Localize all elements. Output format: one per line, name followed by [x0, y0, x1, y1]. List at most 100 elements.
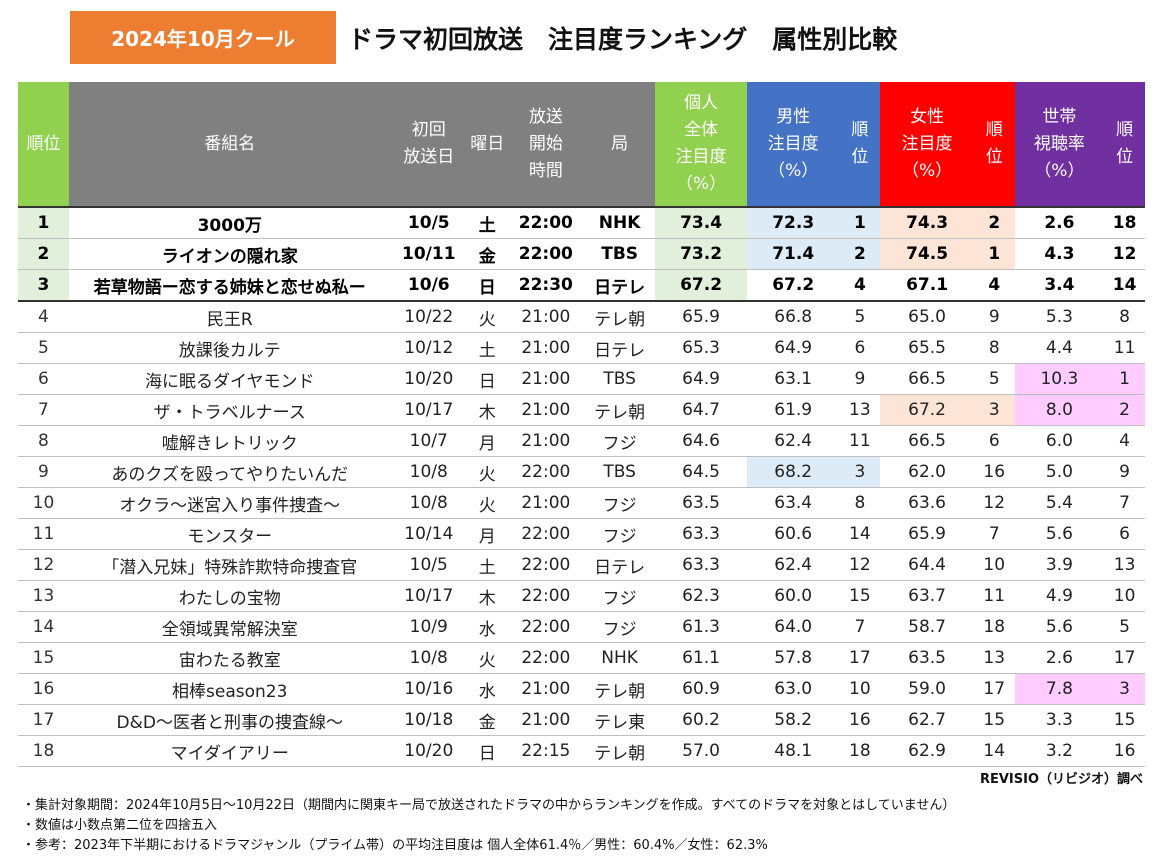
cell-household-rank: 10 — [1104, 580, 1145, 612]
cell-female: 66.5 — [880, 425, 974, 457]
cell-female-rank: 7 — [973, 518, 1015, 550]
cell-female-rank: 3 — [973, 394, 1015, 426]
cell-date: 10/17 — [390, 580, 467, 612]
cell-individual: 61.1 — [655, 642, 747, 674]
cell-male: 67.2 — [746, 269, 840, 302]
cell-time: 21:00 — [507, 332, 584, 364]
cell-day: 土 — [466, 206, 508, 239]
col-header-female-text: 女性 注目度 （%） — [901, 106, 953, 181]
col-header-household: 世帯 視聴率 （%） — [1014, 82, 1105, 207]
cell-date: 10/9 — [390, 611, 467, 643]
cell-female: 62.9 — [880, 735, 974, 767]
header-row: 順位 番組名 初回 放送日 曜日 放送 開始 時間 局 個人 全体 注目度 （%… — [18, 82, 1145, 207]
cell-name: 全領域異常解決室 — [68, 611, 391, 643]
cell-time: 22:00 — [507, 642, 584, 674]
cell-individual: 60.2 — [655, 704, 747, 736]
cell-station: テレ朝 — [584, 394, 656, 426]
cell-male: 63.4 — [746, 487, 840, 519]
cell-station: 日テレ — [584, 549, 656, 581]
cell-female: 62.7 — [880, 704, 974, 736]
cell-station: テレ朝 — [584, 673, 656, 705]
col-header-name-text: 番組名 — [204, 133, 256, 154]
cell-date: 10/17 — [390, 394, 467, 426]
cell-station: テレ朝 — [584, 735, 656, 767]
cell-female: 74.5 — [880, 238, 974, 270]
cell-individual: 65.9 — [655, 301, 747, 333]
cell-time: 22:00 — [507, 206, 584, 239]
cell-station: フジ — [584, 611, 656, 643]
cell-household: 4.9 — [1014, 580, 1105, 612]
cell-male-rank: 4 — [839, 269, 881, 302]
cell-household: 5.3 — [1014, 301, 1105, 333]
cell-day: 火 — [466, 487, 508, 519]
cell-rank: 12 — [18, 549, 69, 581]
cell-date: 10/5 — [390, 549, 467, 581]
source-credit: REVISIO（リビジオ）調べ — [979, 772, 1143, 787]
cell-male: 48.1 — [746, 735, 840, 767]
footnote-reference: ・参考：2023年下半期におけるドラマジャンル（プライム帯）の平均注目度は 個人… — [22, 838, 768, 853]
cell-day: 土 — [466, 549, 508, 581]
cell-male-rank: 3 — [839, 456, 881, 488]
cell-male-rank: 1 — [839, 206, 881, 239]
cell-female: 67.2 — [880, 394, 974, 426]
cell-name: 民王R — [68, 301, 391, 333]
cell-individual: 57.0 — [655, 735, 747, 767]
table-row: 5 放課後カルテ 10/12 土 21:00 日テレ 65.3 64.9 6 65.5 8 4.4 11 — [18, 332, 1145, 364]
cell-male: 72.3 — [746, 206, 840, 239]
cell-female: 62.0 — [880, 456, 974, 488]
cell-individual: 64.7 — [655, 394, 747, 426]
cell-rank: 16 — [18, 673, 69, 705]
cell-date: 10/11 — [390, 238, 467, 270]
col-header-station: 局 — [584, 82, 656, 207]
table-row: 4 民王R 10/22 火 21:00 テレ朝 65.9 66.8 5 65.0 9 5.3 8 — [18, 301, 1145, 333]
page-title: ドラマ初回放送 注目度ランキング 属性別比較 — [348, 25, 898, 54]
table-row: 18 マイダイアリー 10/20 日 22:15 テレ朝 57.0 48.1 18 62.9 14 3… — [18, 735, 1145, 767]
cell-day: 日 — [466, 363, 508, 395]
cell-station: テレ朝 — [584, 301, 656, 333]
cell-name: 相棒season23 — [68, 673, 391, 705]
cell-day: 日 — [466, 269, 508, 302]
col-header-individual: 個人 全体 注目度 （%） — [655, 82, 747, 207]
cell-station: 日テレ — [584, 269, 656, 302]
cell-time: 21:00 — [507, 363, 584, 395]
cell-date: 10/8 — [390, 487, 467, 519]
cell-female-rank: 15 — [973, 704, 1015, 736]
cell-household-rank: 15 — [1104, 704, 1145, 736]
cell-time: 22:15 — [507, 735, 584, 767]
cell-female-rank: 8 — [973, 332, 1015, 364]
cell-name: オクラ～迷宮入り事件捜査～ — [68, 487, 391, 519]
cell-female: 67.1 — [880, 269, 974, 302]
cell-individual: 62.3 — [655, 580, 747, 612]
cell-female: 59.0 — [880, 673, 974, 705]
cell-male: 64.9 — [746, 332, 840, 364]
footnote-rounding: ・数値は小数点第二位を四捨五入 — [22, 818, 218, 833]
cell-individual: 60.9 — [655, 673, 747, 705]
table-row: 17 D&D～医者と刑事の捜査線～ 10/18 金 21:00 テレ東 60.2 58.2 16… — [18, 704, 1145, 736]
cell-day: 金 — [466, 238, 508, 270]
cell-rank: 14 — [18, 611, 69, 643]
cell-name: わたしの宝物 — [68, 580, 391, 612]
cell-household-rank: 7 — [1104, 487, 1145, 519]
cell-female-rank: 12 — [973, 487, 1015, 519]
cell-name: 「潜入兄妹」特殊詐欺特命捜査官 — [68, 549, 391, 581]
cell-female-rank: 16 — [973, 456, 1015, 488]
table-row: 14 全領域異常解決室 10/9 水 22:00 フジ 61.3 64.0 7 58.7 18 5.6… — [18, 611, 1145, 643]
cell-date: 10/22 — [390, 301, 467, 333]
cell-female: 65.9 — [880, 518, 974, 550]
table-row: 9 あのクズを殴ってやりたいんだ 10/8 火 22:00 TBS 64.5 68.2 3 62.… — [18, 456, 1145, 488]
col-header-name: 番組名 — [68, 82, 391, 207]
cell-household: 2.6 — [1014, 642, 1105, 674]
cell-individual: 64.6 — [655, 425, 747, 457]
cell-date: 10/8 — [390, 456, 467, 488]
cell-time: 21:00 — [507, 301, 584, 333]
cell-household: 5.6 — [1014, 518, 1105, 550]
cell-station: TBS — [584, 238, 656, 270]
cell-female-rank: 6 — [973, 425, 1015, 457]
cell-name: 若草物語ー恋する姉妹と恋せぬ私ー — [68, 269, 391, 302]
cell-female: 65.5 — [880, 332, 974, 364]
cell-time: 22:00 — [507, 549, 584, 581]
cell-household-rank: 2 — [1104, 394, 1145, 426]
cell-day: 月 — [466, 425, 508, 457]
cell-household-rank: 17 — [1104, 642, 1145, 674]
cell-name: ライオンの隠れ家 — [68, 238, 391, 270]
